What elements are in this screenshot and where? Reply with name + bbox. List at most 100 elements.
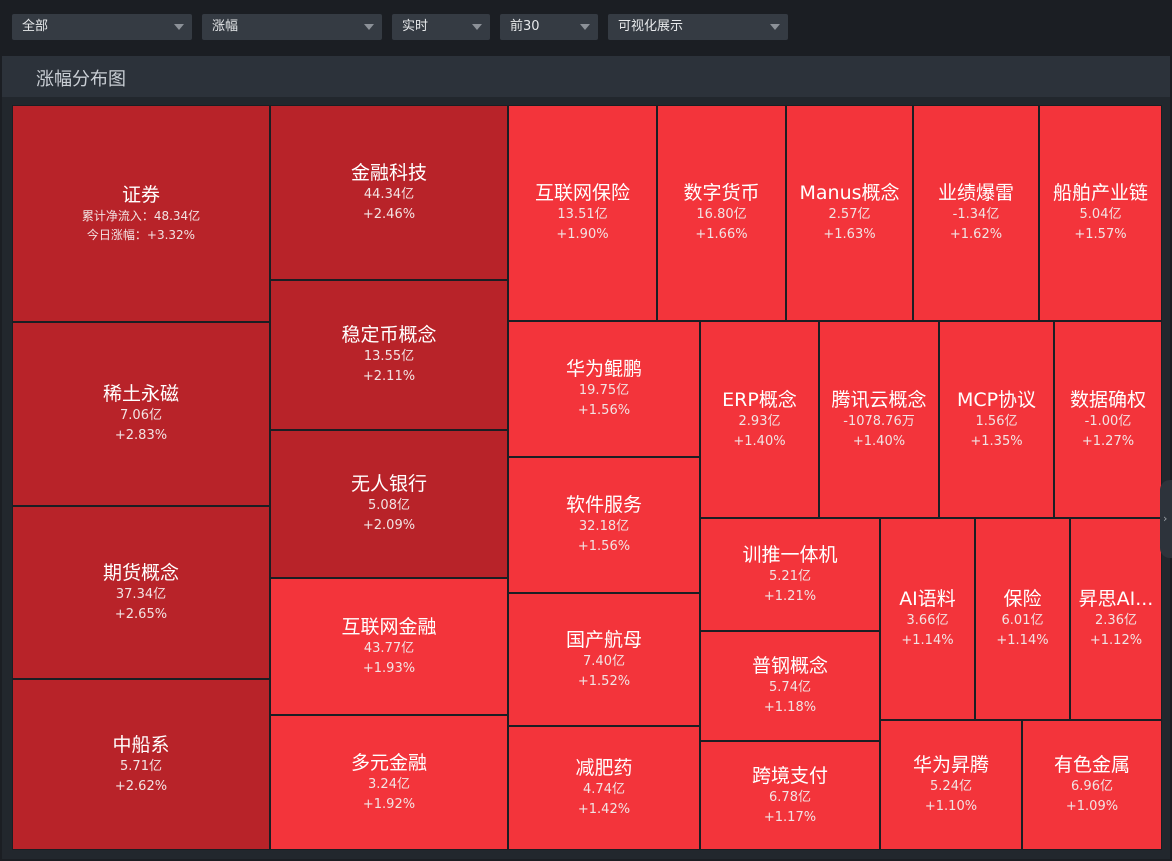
chevron-down-icon <box>364 24 374 30</box>
treemap-tile-diversified-finance[interactable]: 多元金融 3.24亿 +1.92% <box>270 715 508 850</box>
treemap-tile-tencent-cloud[interactable]: 腾讯云概念 -1078.76万 +1.40% <box>819 321 939 518</box>
treemap-tile-general-steel[interactable]: 普钢概念 5.74亿 +1.18% <box>700 631 880 741</box>
tile-name: 互联网保险 <box>534 182 630 204</box>
treemap: 证券 累计净流入：48.34亿 今日涨幅：+3.32% 稀土永磁 7.06亿 +… <box>12 105 1162 850</box>
tile-change: +1.14% <box>996 633 1049 648</box>
treemap-tile-rare-earth[interactable]: 稀土永磁 7.06亿 +2.83% <box>12 322 270 506</box>
distribution-panel: 涨幅分布图 证券 累计净流入：48.34亿 今日涨幅：+3.32% 稀土永磁 7… <box>2 56 1170 859</box>
tile-value: 32.18亿 <box>578 519 630 534</box>
treemap-tile-unmanned-bank[interactable]: 无人银行 5.08亿 +2.09% <box>270 430 508 578</box>
tile-value: 6.01亿 <box>1001 613 1044 628</box>
tile-name: 业绩爆雷 <box>937 182 1014 204</box>
treemap-tile-internet-finance[interactable]: 互联网金融 43.77亿 +1.93% <box>270 578 508 715</box>
tile-name: 稳定币概念 <box>341 324 437 346</box>
treemap-tile-cross-border-payment[interactable]: 跨境支付 6.78亿 +1.17% <box>700 741 880 850</box>
tile-change: +1.93% <box>362 660 416 676</box>
tile-change: +1.12% <box>1089 633 1143 648</box>
top-n-value: 前30 <box>510 19 540 34</box>
treemap-tile-manus[interactable]: Manus概念 2.57亿 +1.63% <box>786 105 913 321</box>
filter-toolbar: 全部 涨幅 实时 前30 可视化展示 <box>0 0 1172 56</box>
tile-net-flow: 累计净流入：48.34亿 <box>82 207 200 226</box>
tile-change: +2.62% <box>114 778 168 794</box>
treemap-tile-earnings-miss[interactable]: 业绩爆雷 -1.34亿 +1.62% <box>913 105 1039 321</box>
tile-change: +1.10% <box>924 799 978 814</box>
tile-change: +1.66% <box>695 227 748 242</box>
treemap-tile-stablecoin[interactable]: 稳定币概念 13.55亿 +2.11% <box>270 280 508 430</box>
tile-change: +1.92% <box>362 796 416 812</box>
treemap-tile-aircraft-carrier[interactable]: 国产航母 7.40亿 +1.52% <box>508 593 700 726</box>
treemap-tile-mcp-protocol[interactable]: MCP协议 1.56亿 +1.35% <box>939 321 1054 518</box>
net-flow-value: 48.34亿 <box>153 208 201 223</box>
tile-value: -1078.76万 <box>843 413 915 429</box>
tile-change: +1.63% <box>823 227 876 242</box>
chevron-down-icon <box>580 24 590 30</box>
tile-name: 普钢概念 <box>751 655 828 677</box>
tile-change: +1.90% <box>556 227 609 242</box>
tile-value: 37.34亿 <box>115 586 167 602</box>
tile-change: +1.09% <box>1065 799 1119 814</box>
tile-name: 数据确权 <box>1069 388 1146 411</box>
tile-change: +1.40% <box>733 433 786 449</box>
treemap-tile-training-inference[interactable]: 训推一体机 5.21亿 +1.21% <box>700 518 880 631</box>
tile-value: 3.24亿 <box>368 776 410 792</box>
tile-value: 3.66亿 <box>906 613 949 628</box>
treemap-tile-nonferrous-metals[interactable]: 有色金属 6.96亿 +1.09% <box>1022 720 1162 850</box>
treemap-tile-digital-currency[interactable]: 数字货币 16.80亿 +1.66% <box>657 105 786 321</box>
treemap-tile-internet-insurance[interactable]: 互联网保险 13.51亿 +1.90% <box>508 105 657 321</box>
tile-name: 稀土永磁 <box>102 383 179 405</box>
tile-value: 6.78亿 <box>769 789 811 805</box>
top-n-dropdown[interactable]: 前30 <box>500 14 598 40</box>
tile-value: 2.93亿 <box>738 413 781 429</box>
treemap-tile-weight-loss-drugs[interactable]: 减肥药 4.74亿 +1.42% <box>508 726 700 850</box>
treemap-tile-securities[interactable]: 证券 累计净流入：48.34亿 今日涨幅：+3.32% <box>12 105 270 322</box>
treemap-tile-shipbuilding-chain[interactable]: 船舶产业链 5.04亿 +1.57% <box>1039 105 1162 321</box>
tile-name: 中船系 <box>112 733 170 756</box>
treemap-tile-insurance[interactable]: 保险 6.01亿 +1.14% <box>975 518 1070 720</box>
time-period-dropdown[interactable]: 实时 <box>392 14 490 40</box>
side-panel-toggle[interactable]: › <box>1160 480 1172 558</box>
tile-name: 有色金属 <box>1053 754 1130 776</box>
tile-change: +1.35% <box>970 433 1023 449</box>
market-filter-dropdown[interactable]: 全部 <box>12 14 192 40</box>
tile-change: +1.18% <box>763 700 817 715</box>
tile-value: 19.75亿 <box>578 383 630 398</box>
tile-name: 无人银行 <box>350 473 427 495</box>
treemap-tile-erp[interactable]: ERP概念 2.93亿 +1.40% <box>700 321 819 518</box>
tile-name: 华为昇腾 <box>912 754 989 776</box>
tile-name: 跨境支付 <box>751 764 828 787</box>
treemap-tile-ai-corpus[interactable]: AI语料 3.66亿 +1.14% <box>880 518 975 720</box>
tile-name: 保险 <box>1003 588 1042 610</box>
treemap-tile-cssc[interactable]: 中船系 5.71亿 +2.62% <box>12 679 270 850</box>
tile-name: 腾讯云概念 <box>831 388 927 411</box>
tile-value: 16.80亿 <box>696 207 747 222</box>
tile-name: 多元金融 <box>350 751 427 774</box>
net-flow-label: 累计净流入： <box>81 208 154 223</box>
change-value: +3.32% <box>146 227 196 242</box>
treemap-tile-mindspore-ai[interactable]: 昇思AI... 2.36亿 +1.12% <box>1070 518 1162 720</box>
tile-value: 1.56亿 <box>975 413 1018 429</box>
market-filter-value: 全部 <box>22 19 49 34</box>
tile-change: +1.56% <box>577 403 631 418</box>
sort-metric-value: 涨幅 <box>212 19 239 34</box>
treemap-tile-data-rights[interactable]: 数据确权 -1.00亿 +1.27% <box>1054 321 1162 518</box>
chevron-down-icon <box>472 24 482 30</box>
treemap-tile-futures[interactable]: 期货概念 37.34亿 +2.65% <box>12 506 270 679</box>
tile-change: +1.27% <box>1081 433 1135 449</box>
treemap-tile-fintech[interactable]: 金融科技 44.34亿 +2.46% <box>270 105 508 280</box>
tile-change: +1.17% <box>763 809 817 825</box>
sort-metric-dropdown[interactable]: 涨幅 <box>202 14 382 40</box>
tile-value: 7.06亿 <box>120 408 162 423</box>
treemap-tile-huawei-ascend[interactable]: 华为昇腾 5.24亿 +1.10% <box>880 720 1022 850</box>
tile-change: +1.40% <box>852 433 906 449</box>
tile-value: 44.34亿 <box>363 186 415 202</box>
panel-title: 涨幅分布图 <box>36 69 126 90</box>
tile-change: +1.42% <box>577 802 631 817</box>
treemap-tile-software-services[interactable]: 软件服务 32.18亿 +1.56% <box>508 457 700 593</box>
tile-value: 6.96亿 <box>1071 779 1113 794</box>
tile-change: +2.46% <box>362 206 416 222</box>
chevron-right-icon: › <box>1163 512 1168 525</box>
tile-name: ERP概念 <box>722 388 797 411</box>
view-mode-dropdown[interactable]: 可视化展示 <box>608 14 788 40</box>
tile-value: 7.40亿 <box>583 653 625 669</box>
treemap-tile-huawei-kunpeng[interactable]: 华为鲲鹏 19.75亿 +1.56% <box>508 321 700 457</box>
